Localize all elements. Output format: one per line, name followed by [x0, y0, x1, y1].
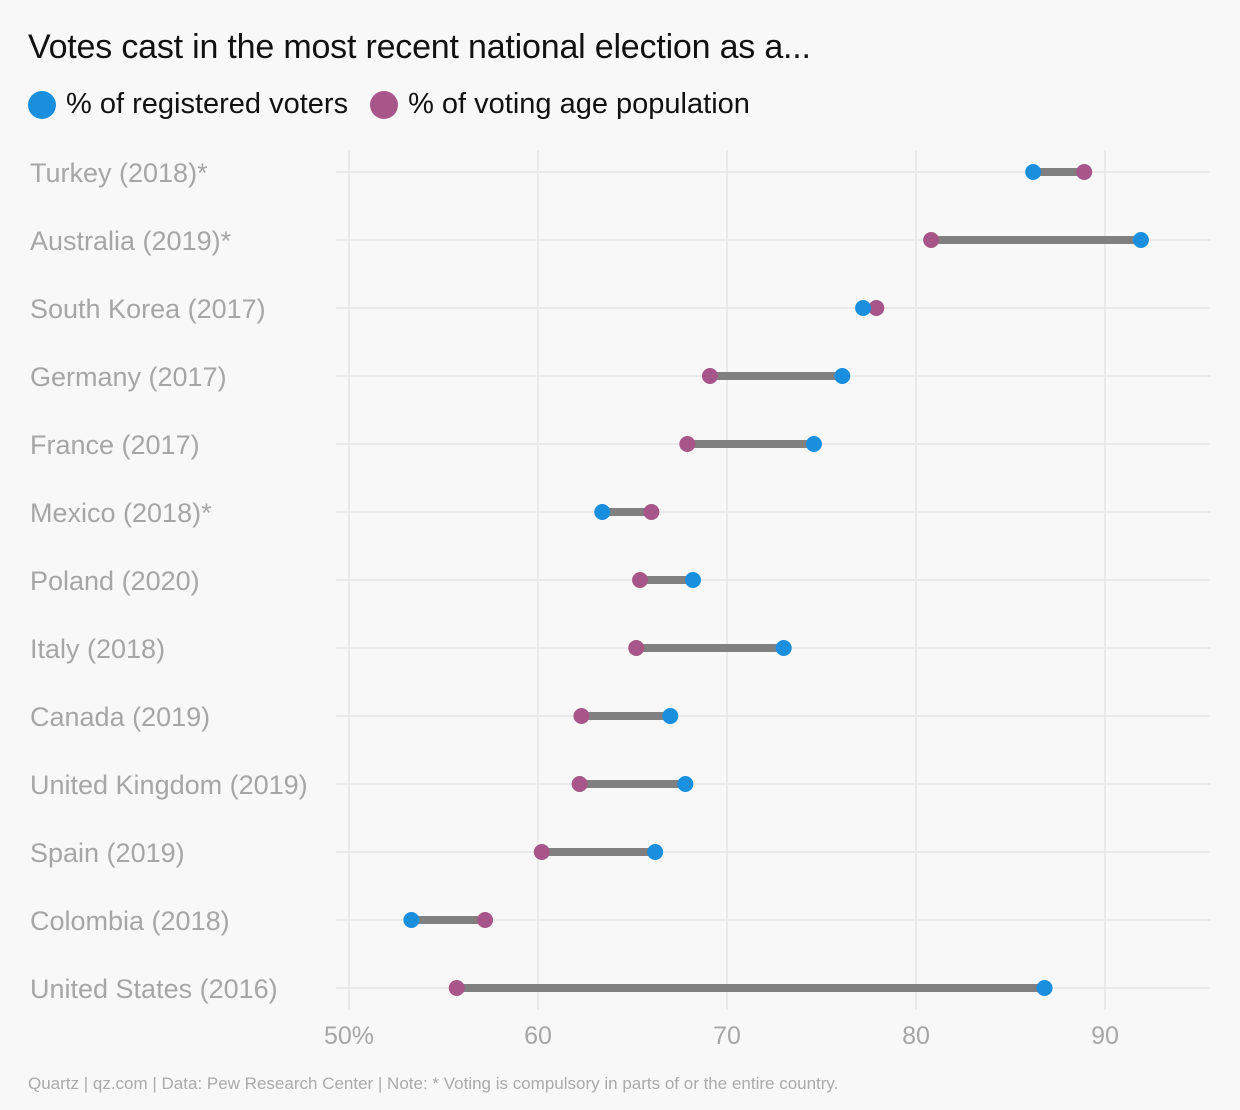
voting-age-point [679, 436, 696, 452]
chart-title: Votes cast in the most recent national e… [28, 28, 811, 66]
x-tick-label: 70 [713, 1022, 741, 1050]
country-label: Italy (2018) [30, 634, 165, 664]
country-label: Germany (2017) [30, 362, 227, 392]
voting-age-point [923, 232, 940, 248]
country-label: Canada (2019) [30, 702, 210, 732]
voting-age-point [573, 708, 590, 724]
x-tick-label: 90 [1091, 1022, 1119, 1050]
country-label: Colombia (2018) [30, 906, 230, 936]
country-label: South Korea (2017) [30, 294, 266, 324]
country-label: United Kingdom (2019) [30, 770, 308, 800]
legend-swatch-registered [28, 90, 56, 119]
x-tick-label: 50% [324, 1022, 374, 1050]
legend-item-voting-age: % of voting age population [370, 88, 750, 121]
registered-voters-point [403, 912, 420, 928]
legend-item-registered: % of registered voters [28, 88, 348, 121]
country-label: Spain (2019) [30, 838, 185, 868]
country-label: United States (2016) [30, 974, 278, 1004]
registered-voters-point [1132, 232, 1149, 248]
country-label: France (2017) [30, 430, 200, 460]
legend-swatch-voting-age [370, 90, 399, 119]
voting-age-point [632, 572, 649, 588]
voting-age-point [868, 300, 885, 316]
country-label: Mexico (2018)* [30, 498, 212, 528]
voting-age-point [628, 640, 645, 656]
voting-age-point [448, 980, 465, 996]
voting-age-point [477, 912, 494, 928]
registered-voters-point [805, 436, 822, 452]
voting-age-point [571, 776, 588, 792]
registered-voters-point [1025, 164, 1042, 180]
x-tick-label: 60 [524, 1022, 552, 1050]
legend-label-registered: % of registered voters [66, 88, 349, 120]
registered-voters-point [834, 368, 851, 384]
registered-voters-point [855, 300, 872, 316]
registered-voters-point [647, 844, 664, 860]
voting-age-point [1076, 164, 1093, 180]
registered-voters-point [594, 504, 611, 520]
voting-age-point [643, 504, 660, 520]
registered-voters-point [677, 776, 694, 792]
legend-label-voting-age: % of voting age population [408, 88, 750, 120]
registered-voters-point [662, 708, 679, 724]
chart-legend: % of registered voters % of voting age p… [28, 88, 772, 121]
registered-voters-point [1036, 980, 1053, 996]
x-tick-label: 80 [902, 1022, 930, 1050]
dumbbell-chart: 50% 60 70 80 90 Turkey (2018)* Australia (2019… [30, 150, 1210, 1050]
voting-age-point [701, 368, 718, 384]
registered-voters-point [684, 572, 701, 588]
country-label: Poland (2020) [30, 566, 200, 596]
voting-age-point [533, 844, 550, 860]
country-label: Turkey (2018)* [30, 158, 208, 188]
registered-voters-point [775, 640, 792, 656]
country-label: Australia (2019)* [30, 226, 232, 256]
footer-source-note: Quartz | qz.com | Data: Pew Research Cen… [28, 1074, 839, 1093]
